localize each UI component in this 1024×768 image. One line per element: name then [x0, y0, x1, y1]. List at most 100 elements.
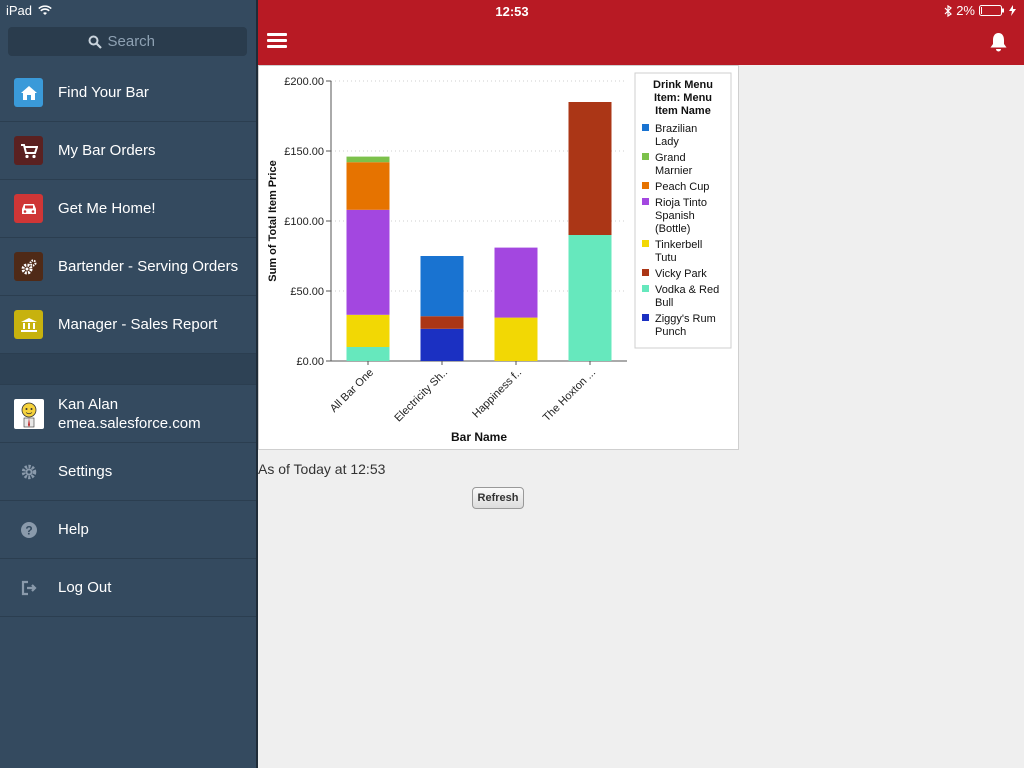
- y-tick-label: £200.00: [284, 76, 324, 88]
- legend-entry-label: Tutu: [655, 252, 677, 264]
- legend-swatch: [642, 285, 649, 292]
- legend-entry-label: Spanish: [655, 210, 695, 222]
- legend-entry-label: Marnier: [655, 165, 693, 177]
- y-axis-title: Sum of Total Item Price: [267, 160, 279, 281]
- report-chart-panel: £0.00 £50.00 £100.00 £150.00 £200.00 All Bar …: [258, 65, 739, 450]
- x-tick-label: Electricity Sh..: [392, 367, 450, 425]
- header-bar: 12:53 2%: [258, 0, 1024, 65]
- legend-entry-label: Bull: [655, 297, 673, 309]
- bar-segment: [346, 209, 390, 315]
- home-icon: [14, 78, 43, 107]
- legend-title: Item Name: [655, 105, 711, 117]
- gear-icon: [14, 457, 43, 486]
- main-menu: Find Your Bar My Bar Orders Get Me Home!…: [0, 64, 256, 617]
- menu-item-manager-sales-report[interactable]: Manager - Sales Report: [0, 296, 256, 354]
- menu-item-log-out[interactable]: Log Out: [0, 559, 256, 617]
- device-name: iPad: [6, 3, 33, 18]
- menu-item-find-your-bar[interactable]: Find Your Bar: [0, 64, 256, 122]
- legend-swatch: [642, 240, 649, 247]
- search-icon: [88, 35, 102, 49]
- menu-divider: [0, 354, 256, 385]
- svg-text:?: ?: [25, 523, 32, 537]
- menu-toggle-icon[interactable]: [267, 33, 287, 49]
- menu-item-label: Log Out: [58, 579, 112, 596]
- legend-entry-label: (Bottle): [655, 223, 690, 235]
- search-bar[interactable]: [8, 27, 247, 56]
- wifi-icon: [38, 5, 52, 15]
- user-org: emea.salesforce.com: [58, 414, 201, 432]
- legend-entry-label: Punch: [655, 326, 686, 338]
- legend-swatch: [642, 198, 649, 205]
- status-bar-right: 2%: [944, 3, 1016, 18]
- legend-entry-label: Vodka & Red: [655, 284, 719, 296]
- legend-entry-label: Vicky Park: [655, 268, 707, 280]
- logout-icon: [14, 573, 43, 602]
- charging-icon: [1009, 5, 1016, 16]
- bar-segment: [494, 247, 538, 318]
- help-icon: ?: [14, 515, 43, 544]
- x-tick-label: The Hoxton ...: [541, 367, 598, 424]
- legend-swatch: [642, 182, 649, 189]
- legend-entry-label: Ziggy's Rum: [655, 313, 716, 325]
- x-tick-label: Happiness f..: [470, 367, 524, 421]
- status-time: 12:53: [495, 4, 529, 19]
- y-tick-label: £100.00: [284, 216, 324, 228]
- legend-entry-label: Lady: [655, 136, 679, 148]
- menu-item-get-me-home[interactable]: Get Me Home!: [0, 180, 256, 238]
- search-input[interactable]: [107, 33, 168, 50]
- bar-segment: [420, 316, 464, 329]
- bar-segment: [346, 347, 390, 361]
- bar-segment: [568, 102, 612, 235]
- bank-icon: [14, 310, 43, 339]
- menu-item-bartender-serving-orders[interactable]: Bartender - Serving Orders: [0, 238, 256, 296]
- menu-item-label: Bartender - Serving Orders: [58, 258, 239, 275]
- menu-item-label: Manager - Sales Report: [58, 316, 218, 333]
- gears-icon: [14, 252, 43, 281]
- bar-segment: [420, 256, 464, 317]
- legend-entry-label: Tinkerbell: [655, 239, 702, 251]
- status-bar-left: iPad: [6, 3, 52, 18]
- bar-segment: [346, 162, 390, 210]
- menu-item-label: Settings: [58, 463, 113, 480]
- battery-percent: 2%: [956, 3, 975, 18]
- legend-title: Item: Menu: [654, 92, 712, 104]
- legend-swatch: [642, 269, 649, 276]
- report-timestamp: As of Today at 12:53: [258, 461, 386, 477]
- user-info: Kan Alan emea.salesforce.com: [58, 395, 201, 433]
- legend-box: [634, 72, 732, 349]
- y-tick-label: £0.00: [296, 356, 324, 368]
- bar-segment: [494, 317, 538, 361]
- avatar: [14, 398, 44, 429]
- bluetooth-icon: [944, 4, 953, 17]
- legend-entry-label: Brazilian: [655, 123, 697, 135]
- sidebar: iPad Find Your Bar My Bar Orders: [0, 0, 256, 768]
- legend-swatch: [642, 124, 649, 131]
- refresh-button[interactable]: Refresh: [472, 487, 524, 509]
- bar-segment: [346, 314, 390, 347]
- menu-item-label: Help: [58, 521, 89, 538]
- menu-item-label: Get Me Home!: [58, 200, 156, 217]
- x-axis-title: Bar Name: [451, 430, 507, 444]
- stacked-bar-chart: £0.00 £50.00 £100.00 £150.00 £200.00 All Bar …: [267, 72, 732, 444]
- legend-title: Drink Menu: [653, 79, 713, 91]
- legend-entry-label: Peach Cup: [655, 181, 709, 193]
- legend-entry-label: Grand: [655, 152, 686, 164]
- y-tick-label: £150.00: [284, 146, 324, 158]
- cart-icon: [14, 136, 43, 165]
- menu-item-settings[interactable]: Settings: [0, 443, 256, 501]
- x-tick-label: All Bar One: [328, 367, 376, 415]
- battery-icon: [979, 5, 1004, 16]
- user-name: Kan Alan: [58, 395, 119, 413]
- car-icon: [14, 194, 43, 223]
- y-tick-label: £50.00: [290, 286, 324, 298]
- menu-item-my-bar-orders[interactable]: My Bar Orders: [0, 122, 256, 180]
- bar-segment: [568, 235, 612, 361]
- bar-segment: [346, 156, 390, 163]
- menu-item-help[interactable]: ? Help: [0, 501, 256, 559]
- legend-entry-label: Rioja Tinto: [655, 197, 707, 209]
- menu-item-label: Find Your Bar: [58, 84, 149, 101]
- notifications-bell-icon[interactable]: [989, 32, 1008, 52]
- user-profile-item[interactable]: Kan Alan emea.salesforce.com: [0, 385, 256, 443]
- sidebar-edge: [256, 0, 258, 768]
- legend-swatch: [642, 314, 649, 321]
